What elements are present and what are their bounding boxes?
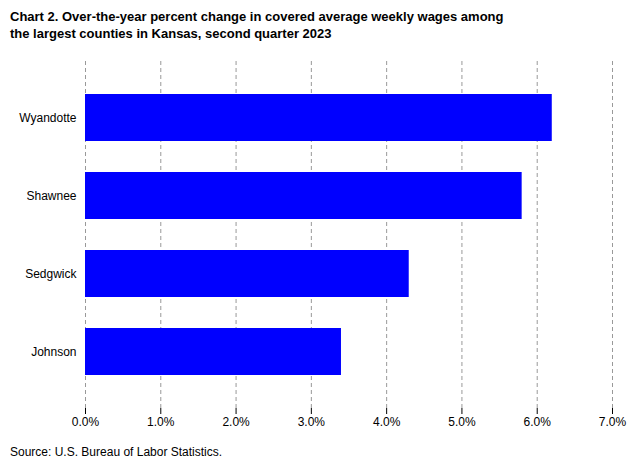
svg-text:Sedgwick: Sedgwick <box>25 267 77 281</box>
svg-text:Shawnee: Shawnee <box>26 189 76 203</box>
svg-text:1.0%: 1.0% <box>147 415 175 429</box>
svg-text:3.0%: 3.0% <box>298 415 326 429</box>
svg-text:2.0%: 2.0% <box>222 415 250 429</box>
svg-text:6.0%: 6.0% <box>524 415 552 429</box>
svg-text:4.0%: 4.0% <box>373 415 401 429</box>
svg-text:7.0%: 7.0% <box>599 415 627 429</box>
svg-text:Johnson: Johnson <box>31 345 76 359</box>
svg-text:0.0%: 0.0% <box>72 415 100 429</box>
svg-text:Wyandotte: Wyandotte <box>19 111 77 125</box>
svg-text:5.0%: 5.0% <box>448 415 476 429</box>
html-text:Chart 2. Over-the-year percent: Chart 2. Over-the-year percent change in… <box>10 9 504 24</box>
html-text:Source: U.S. Bureau of Labor S: Source: U.S. Bureau of Labor Statistics. <box>10 445 223 459</box>
html-text:the largest counties in Kansas: the largest counties in Kansas, second q… <box>10 26 332 41</box>
